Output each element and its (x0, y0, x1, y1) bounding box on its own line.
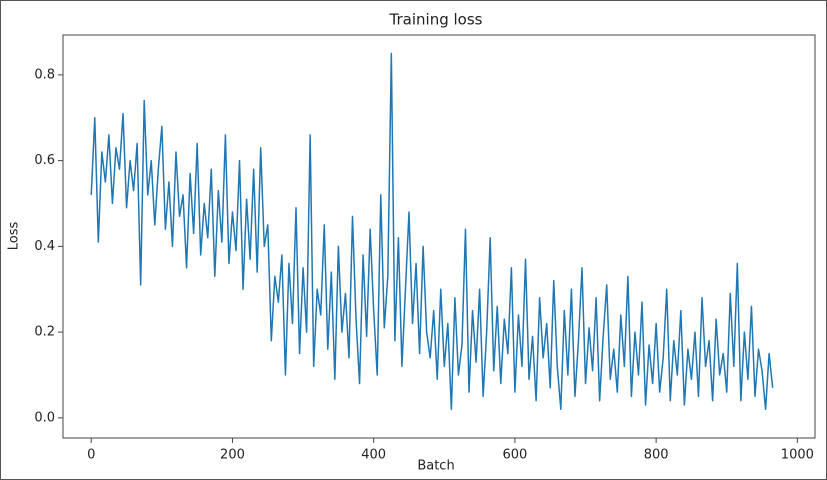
plot-area (62, 34, 816, 439)
y-tick-label: 0.6 (34, 153, 55, 168)
y-tick-label: 0.4 (34, 239, 55, 254)
y-tick-label: 0.8 (34, 67, 55, 82)
x-axis-label: Batch (417, 459, 454, 474)
x-tick-label: 200 (220, 448, 245, 463)
x-tick-label: 1000 (781, 448, 814, 463)
y-tick-label: 0.2 (34, 325, 55, 340)
x-tick-label: 400 (361, 448, 386, 463)
x-tick-label: 600 (502, 448, 527, 463)
y-axis-label: Loss (7, 222, 22, 251)
y-tick-label: 0.0 (34, 410, 55, 425)
chart-title: Training loss (389, 11, 483, 29)
x-tick-label: 800 (644, 448, 669, 463)
x-tick-label: 0 (87, 448, 95, 463)
loss-line (90, 52, 774, 411)
